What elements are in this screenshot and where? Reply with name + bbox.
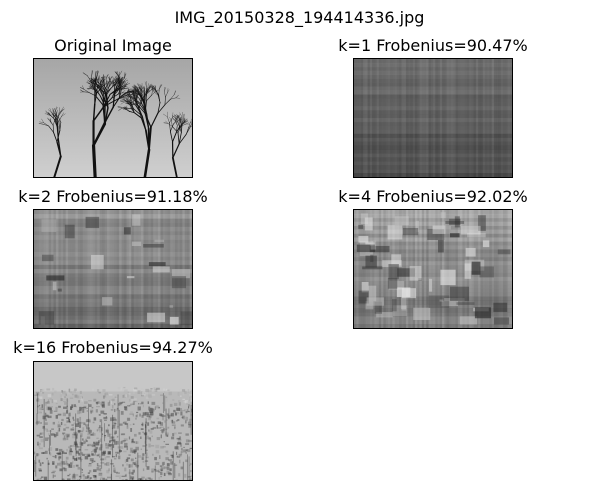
panel-image-k16 [33, 361, 193, 481]
panel-image-k1 [353, 58, 513, 178]
figure-suptitle: IMG_20150328_194414336.jpg [174, 8, 425, 27]
panel-image-k4 [353, 209, 513, 329]
panel-image-k2 [33, 209, 193, 329]
panel-title-k4: k=4 Frobenius=92.02% [338, 187, 528, 206]
panel-title-k2: k=2 Frobenius=91.18% [18, 187, 208, 206]
panel-title-original: Original Image [54, 36, 172, 55]
panel-title-k1: k=1 Frobenius=90.47% [338, 36, 528, 55]
panel-title-k16: k=16 Frobenius=94.27% [13, 338, 213, 357]
panel-image-original [33, 58, 193, 178]
